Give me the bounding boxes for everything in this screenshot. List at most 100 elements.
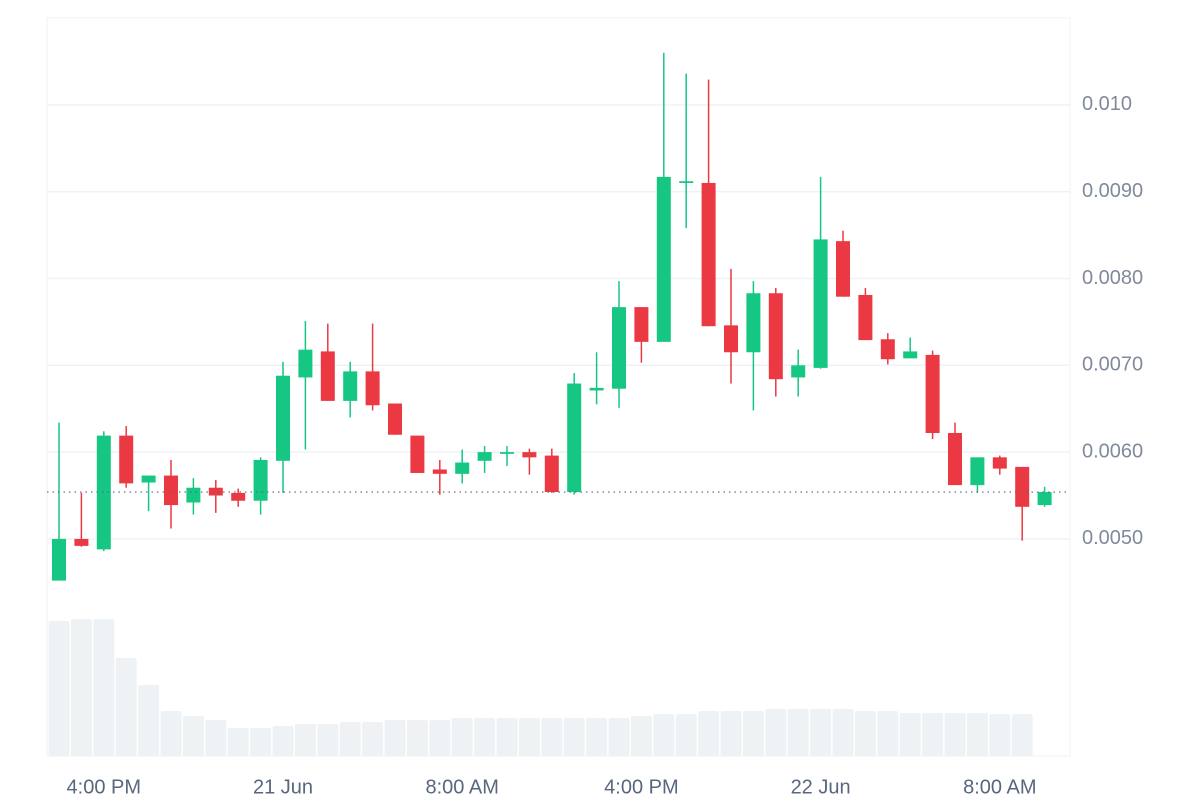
volume-bar (742, 711, 764, 756)
candle-body (1037, 492, 1052, 506)
plot-frame (46, 17, 1071, 757)
volume-bar (989, 714, 1011, 756)
volume-bar (675, 714, 697, 756)
volume-bar (70, 619, 92, 756)
y-tick-label: 0.0080 (1082, 267, 1143, 289)
candle-body (388, 403, 402, 435)
volume-bar (608, 718, 630, 756)
candle-body (298, 349, 313, 378)
candle-body (656, 176, 671, 342)
candle-body (746, 293, 761, 353)
volume-bar (899, 713, 921, 756)
volume-bar (317, 724, 339, 756)
x-tick-label: 21 Jun (253, 776, 313, 798)
candle-body (925, 354, 940, 434)
x-tick-label: 22 Jun (791, 776, 851, 798)
y-tick-label: 0.0070 (1082, 354, 1143, 376)
volume-bar (406, 720, 428, 756)
volume-bar (93, 619, 115, 756)
candle-body (634, 307, 649, 342)
volume-bar (966, 713, 988, 756)
volume-bar (451, 718, 473, 756)
volume-bar (518, 718, 540, 756)
candle-body (1015, 466, 1030, 507)
volume-bar (720, 711, 742, 756)
candle-body (410, 435, 425, 473)
volume-bar (698, 711, 720, 756)
volume-bar (182, 716, 204, 756)
candle-body (813, 239, 828, 368)
candle-body (74, 538, 89, 546)
candle-body (119, 435, 134, 484)
volume-bar (474, 718, 496, 756)
x-tick-label: 4:00 PM (67, 776, 141, 798)
volume-bar (227, 728, 249, 756)
y-tick-label: 0.0050 (1082, 527, 1143, 549)
volume-bar (854, 711, 876, 756)
candle-body (880, 339, 895, 360)
candle-body (589, 387, 604, 391)
candle-body (948, 433, 962, 486)
volume-bar (630, 716, 652, 756)
volume-bar (250, 728, 272, 756)
volume-bar (138, 685, 160, 756)
candle-body (208, 487, 223, 496)
y-tick-label: 0.0060 (1082, 440, 1143, 462)
x-tick-label: 8:00 AM (426, 776, 499, 798)
volume-bar (294, 724, 316, 756)
volume-bar (362, 722, 384, 756)
candle-body (567, 383, 582, 493)
volume-bar (48, 621, 70, 756)
volume-bar (765, 709, 787, 756)
candle-body (970, 457, 985, 486)
volume-bar (1011, 714, 1033, 756)
volume-bar (563, 718, 585, 756)
candle-body (858, 294, 873, 341)
volume-bar (586, 718, 608, 756)
candle-body (253, 459, 268, 501)
candle-body (500, 452, 514, 454)
volume-bar (384, 720, 406, 756)
candle-body (52, 538, 66, 581)
volume-bar (541, 718, 563, 756)
volume-bar (429, 720, 451, 756)
candle-body (365, 371, 380, 406)
volume-bar (339, 722, 361, 756)
candle-body (186, 487, 201, 503)
candle-body (343, 371, 358, 401)
candle-body (96, 435, 111, 550)
candle-body (477, 452, 492, 461)
candle-body (701, 182, 716, 327)
volume-bar (832, 709, 854, 756)
volume-bar (944, 713, 966, 756)
candle-body (836, 241, 850, 297)
candle-body (992, 457, 1007, 469)
candle-body (320, 351, 335, 401)
y-tick-label: 0.0090 (1082, 180, 1143, 202)
volume-bar (272, 726, 294, 756)
candle-body (141, 475, 156, 483)
x-tick-label: 8:00 AM (963, 776, 1036, 798)
volume-bar (787, 709, 809, 756)
candle-body (276, 375, 290, 461)
candle-body (164, 475, 178, 506)
volume-bar (810, 709, 832, 756)
candle-body (455, 462, 470, 474)
candle-body (432, 469, 447, 474)
volume-bar (115, 658, 137, 756)
x-tick-label: 4:00 PM (604, 776, 678, 798)
candle-body (768, 293, 783, 380)
y-tick-label: 0.010 (1082, 93, 1132, 115)
candle-body (522, 452, 537, 458)
volume-bar (496, 718, 518, 756)
volume-bar (653, 714, 675, 756)
candle-body (679, 181, 694, 183)
volume-bar (160, 711, 182, 756)
volume-bar (922, 713, 944, 756)
candle-body (544, 455, 559, 493)
volume-bar (877, 711, 899, 756)
candle-body (231, 492, 246, 501)
volume-bar (205, 720, 227, 756)
candle-body (903, 351, 918, 359)
